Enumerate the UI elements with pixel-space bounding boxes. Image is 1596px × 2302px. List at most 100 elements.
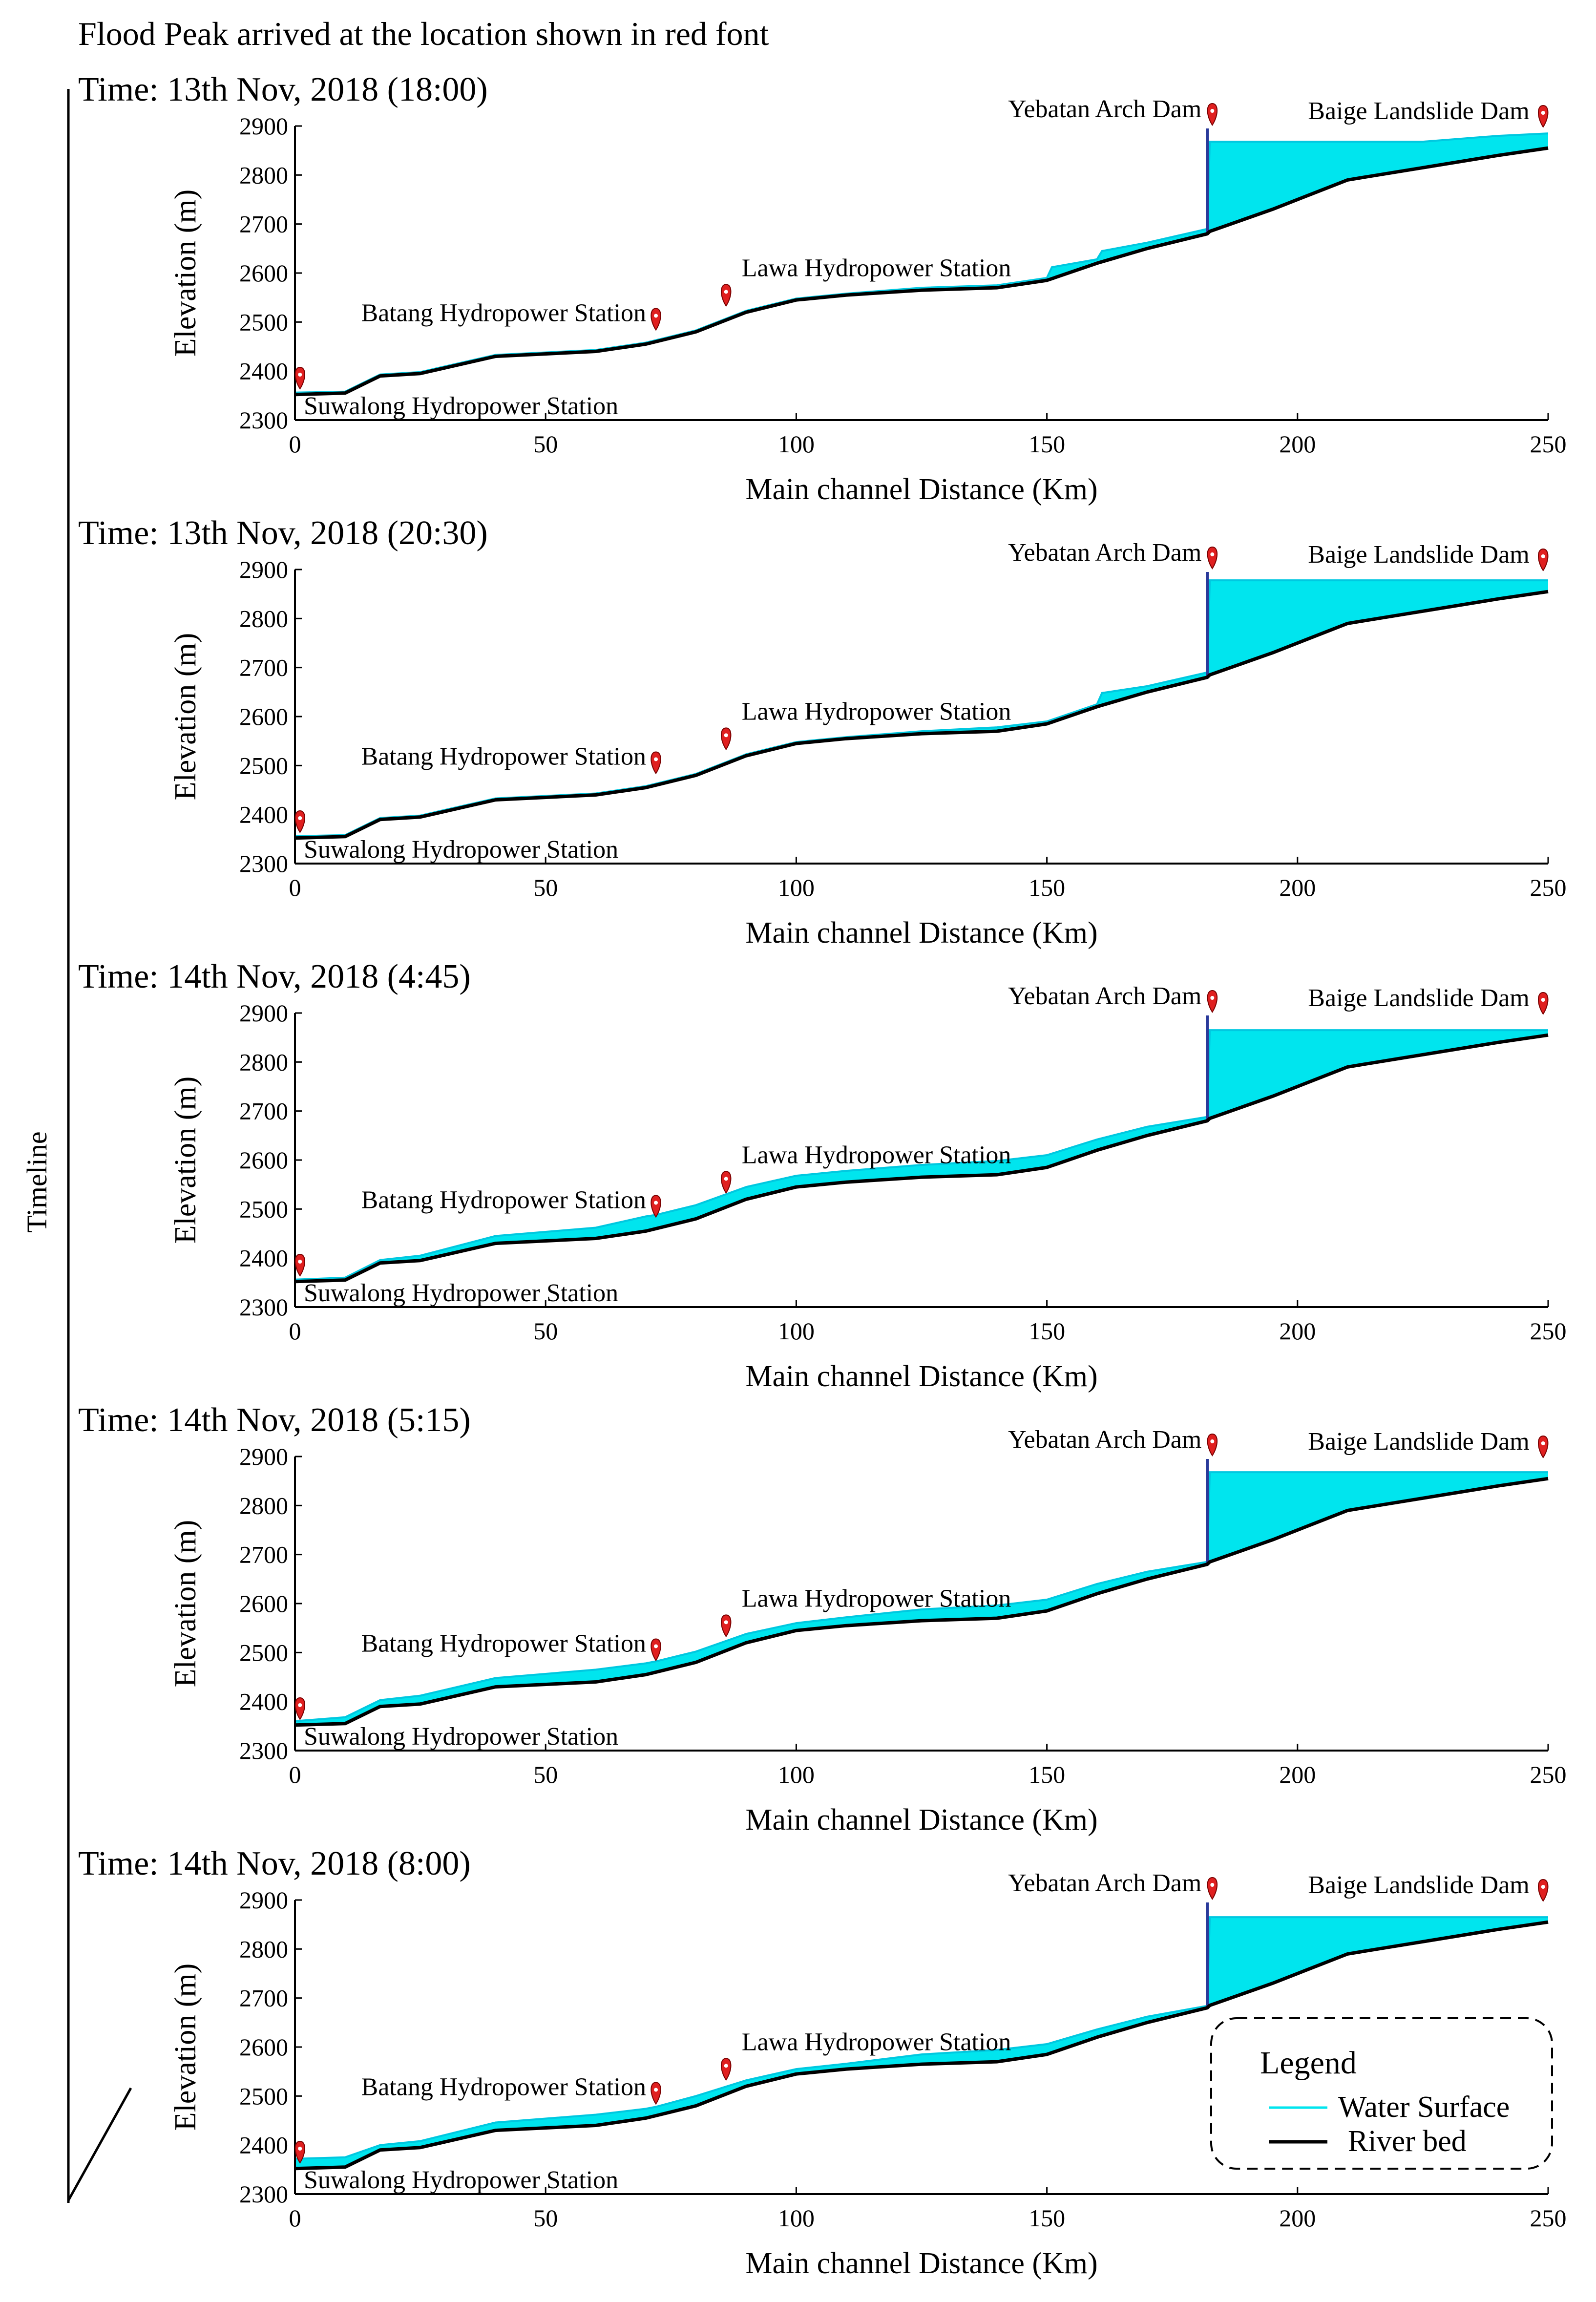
station-marker-icon: [294, 1253, 306, 1277]
y-tick-label: 2400: [239, 2132, 288, 2159]
y-tick-label: 2900: [239, 1443, 288, 1470]
station-marker-icon: [651, 2082, 661, 2105]
station-label: Baige Landslide Dam: [1308, 1871, 1529, 1899]
y-tick-label: 2800: [239, 1048, 288, 1076]
x-tick-label: 200: [1279, 2204, 1316, 2232]
station-label: Batang Hydropower Station: [361, 1629, 646, 1657]
water-fill: [295, 580, 1548, 838]
water-surface-line: [294, 1471, 1548, 1722]
station-label: Suwalong Hydropower Station: [304, 392, 618, 420]
x-tick-label: 150: [1029, 430, 1065, 458]
y-tick-label: 2500: [239, 1639, 288, 1666]
x-tick-label: 250: [1530, 2204, 1567, 2232]
station-label: Lawa Hydropower Station: [742, 1141, 1011, 1169]
station-marker-icon: [1207, 1877, 1218, 1900]
x-tick-label: 100: [778, 1317, 815, 1345]
x-tick-label: 100: [778, 874, 815, 901]
station-label: Baige Landslide Dam: [1308, 541, 1529, 569]
station-marker-icon: [1207, 546, 1218, 570]
y-tick-label: 2300: [239, 2180, 288, 2208]
water-fill: [295, 1917, 1548, 2169]
y-tick-label: 2900: [239, 999, 288, 1027]
station-marker-icon: [651, 1638, 661, 1662]
x-tick-label: 150: [1029, 2204, 1065, 2232]
station-marker-icon: [1537, 1879, 1549, 1902]
y-tick-label: 2800: [239, 1935, 288, 1963]
panel-time-label: Time: 13th Nov, 2018 (20:30): [78, 514, 488, 552]
station-marker-icon: [720, 2058, 732, 2081]
y-tick-label: 2600: [239, 703, 288, 730]
x-tick-label: 50: [533, 2204, 558, 2232]
x-tick-label: 150: [1029, 1317, 1065, 1345]
station-label: Batang Hydropower Station: [361, 742, 646, 770]
y-tick-label: 2800: [239, 1492, 288, 1519]
x-tick-label: 200: [1279, 430, 1316, 458]
timeline-arrow: [67, 2087, 132, 2201]
panel-time-label: Time: 13th Nov, 2018 (18:00): [78, 71, 488, 108]
y-tick-label: 2400: [239, 801, 288, 828]
x-tick-label: 200: [1279, 874, 1316, 901]
legend-box: [1210, 2017, 1553, 2170]
legend-bed-label: River bed: [1348, 2125, 1467, 2158]
station-marker-icon: [1537, 548, 1549, 571]
y-axis-label: Elevation (m): [169, 633, 202, 801]
station-marker-icon: [1537, 105, 1549, 128]
x-axis-label: Main channel Distance (Km): [745, 1803, 1097, 1837]
river-bed-line: [294, 1920, 1549, 2171]
water-fill: [295, 1472, 1548, 1725]
water-fill: [295, 1030, 1548, 1282]
y-tick-label: 2500: [239, 752, 288, 779]
timeline-label: Timeline: [21, 1131, 53, 1232]
legend-water-label: Water Surface: [1338, 2091, 1510, 2124]
y-tick-label: 2300: [239, 1293, 288, 1321]
station-label: Suwalong Hydropower Station: [304, 1723, 618, 1751]
station-label: Yebatan Arch Dam: [1008, 95, 1201, 123]
y-tick-label: 2900: [239, 112, 288, 140]
y-tick-label: 2600: [239, 2033, 288, 2061]
station-marker-icon: [1207, 990, 1218, 1013]
station-label: Suwalong Hydropower Station: [304, 836, 618, 864]
station-marker-icon: [720, 1171, 732, 1194]
station-label: Batang Hydropower Station: [361, 2073, 646, 2101]
y-tick-label: 2500: [239, 2082, 288, 2110]
x-tick-label: 100: [778, 430, 815, 458]
x-axis-label: Main channel Distance (Km): [745, 1360, 1097, 1393]
river-bed-line: [294, 1477, 1549, 1727]
x-tick-label: 0: [289, 430, 301, 458]
chart-panel: Time: 14th Nov, 2018 (4:45)2300240025002…: [78, 958, 1567, 1393]
y-axis-label: Elevation (m): [169, 1077, 202, 1244]
x-tick-label: 250: [1530, 1317, 1567, 1345]
station-label: Yebatan Arch Dam: [1008, 539, 1201, 567]
station-label: Batang Hydropower Station: [361, 299, 646, 327]
y-tick-label: 2800: [239, 161, 288, 189]
station-label: Lawa Hydropower Station: [742, 1584, 1011, 1612]
y-tick-label: 2800: [239, 605, 288, 632]
river-bed-line: [294, 146, 1549, 397]
chart-panels: Time: 13th Nov, 2018 (18:00)230024002500…: [78, 71, 1567, 2280]
legend-title: Legend: [1260, 2045, 1357, 2081]
river-bed-line: [294, 590, 1549, 840]
y-tick-label: 2600: [239, 1146, 288, 1174]
x-tick-label: 250: [1530, 1761, 1567, 1788]
panel-time-label: Time: 14th Nov, 2018 (8:00): [78, 1845, 471, 1882]
x-tick-label: 200: [1279, 1317, 1316, 1345]
y-axis-label: Elevation (m): [169, 1520, 202, 1688]
station-label: Lawa Hydropower Station: [742, 254, 1011, 282]
y-tick-label: 2300: [239, 406, 288, 434]
panel-time-label: Time: 14th Nov, 2018 (5:15): [78, 1401, 471, 1439]
station-marker-icon: [294, 1697, 306, 1720]
station-marker-icon: [294, 810, 306, 833]
water-surface-line: [294, 1029, 1548, 1281]
x-tick-label: 50: [533, 1761, 558, 1788]
station-marker-icon: [1207, 103, 1218, 126]
y-axis-label: Elevation (m): [169, 190, 202, 357]
y-tick-label: 2700: [239, 654, 288, 681]
figure-title: Flood Peak arrived at the location shown…: [78, 15, 769, 52]
station-label: Baige Landslide Dam: [1308, 1428, 1529, 1456]
y-tick-label: 2900: [239, 556, 288, 583]
y-tick-label: 2700: [239, 1541, 288, 1568]
station-marker-icon: [1537, 1435, 1549, 1458]
y-tick-label: 2500: [239, 1195, 288, 1223]
chart-panel: Time: 13th Nov, 2018 (18:00)230024002500…: [78, 71, 1567, 506]
panel-time-label: Time: 14th Nov, 2018 (4:45): [78, 958, 471, 995]
